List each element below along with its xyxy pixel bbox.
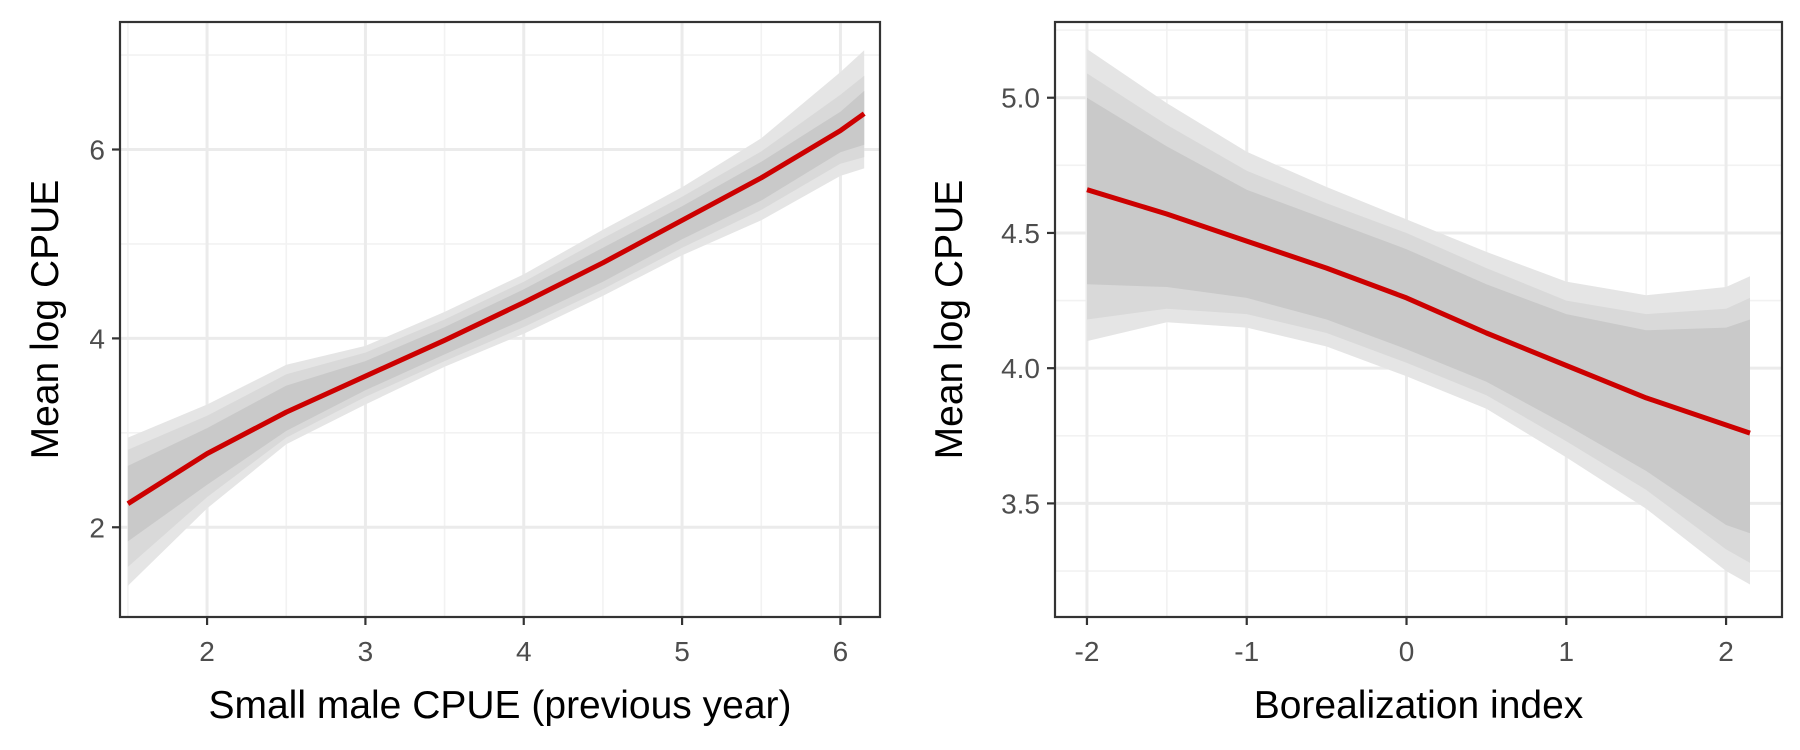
y-tick-label: 2 — [89, 512, 105, 543]
y-tick-label: 4.0 — [1001, 353, 1040, 384]
panel-right: -2 -1 0 1 2 3.5 4.0 4.5 5.0 Borealization index Me… — [928, 20, 1784, 727]
x-tick-label: 6 — [833, 636, 849, 667]
x-tick-label: 5 — [674, 636, 690, 667]
fit-line — [1086, 187, 1751, 436]
y-tick-label: 4 — [89, 323, 105, 354]
x-axis-title: Borealization index — [1254, 684, 1584, 727]
x-tick-label: 4 — [516, 636, 532, 667]
panel-left: 2 3 4 5 6 2 4 6 Small male CPUE (previous year) M… — [24, 20, 882, 727]
panel-border — [118, 20, 882, 619]
x-tick-label: 2 — [1718, 636, 1734, 667]
panel-border — [1053, 20, 1784, 619]
x-tick-label: 0 — [1399, 636, 1415, 667]
y-tick-label: 6 — [89, 135, 105, 166]
x-tick-label: -1 — [1234, 636, 1259, 667]
y-axis-title: Mean log CPUE — [928, 180, 971, 460]
fit-line — [126, 111, 866, 506]
x-axis-title: Small male CPUE (previous year) — [208, 684, 791, 727]
y-tick-label: 3.5 — [1001, 488, 1040, 519]
y-tick-label: 4.5 — [1001, 218, 1040, 249]
y-axis-title: Mean log CPUE — [24, 180, 67, 460]
x-tick-label: 1 — [1559, 636, 1575, 667]
x-tick-label: -2 — [1075, 636, 1100, 667]
y-tick-label: 5.0 — [1001, 83, 1040, 114]
ci-band-inner — [1087, 97, 1750, 534]
x-tick-label: 2 — [199, 636, 215, 667]
x-tick-label: 3 — [358, 636, 374, 667]
